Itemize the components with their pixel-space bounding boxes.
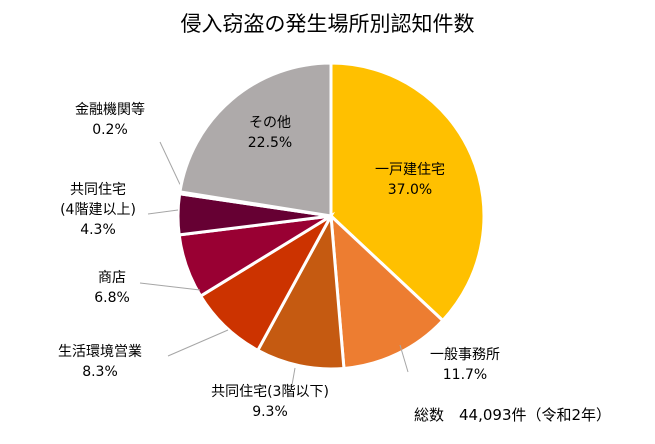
slice-name: 金融機関等 <box>75 102 145 118</box>
leader-line <box>291 367 296 386</box>
slice-name: その他 <box>248 115 291 131</box>
pie-slice <box>329 212 445 371</box>
slice-percent: 8.3% <box>82 364 118 380</box>
slice-percent: 22.5% <box>247 135 293 151</box>
leader-line <box>399 344 409 373</box>
data-label: 共同住宅 (4階建以上) 4.3% <box>60 180 136 240</box>
leader-line <box>147 209 179 215</box>
pie-slice <box>255 210 346 371</box>
data-label: 金融機関等 0.2% <box>75 100 145 140</box>
leader-line <box>167 329 229 357</box>
chart-title: 侵入窃盗の発生場所別認知件数 <box>180 12 475 36</box>
data-label: 共同住宅(3階以下) 9.3% <box>211 382 329 422</box>
slice-percent: 6.8% <box>94 290 130 306</box>
slice-percent: 0.2% <box>92 122 128 138</box>
leader-line <box>139 282 201 291</box>
data-label: 生活環境営業 8.3% <box>58 342 142 382</box>
data-label: 一戸建住宅 37.0% <box>375 160 445 200</box>
slice-percent: 11.7% <box>442 367 488 383</box>
data-label: 一般事務所 11.7% <box>430 345 500 385</box>
slice-name: 生活環境営業 <box>58 344 142 360</box>
slice-percent: 4.3% <box>80 222 116 238</box>
slice-percent: 9.3% <box>252 404 288 420</box>
data-label: 商店 6.8% <box>94 268 130 308</box>
slice-percent: 37.0% <box>387 182 433 198</box>
pie-slice <box>178 61 333 218</box>
slice-name: 共同住宅 (4階建以上) <box>60 182 136 218</box>
total-count: 総数 44,093件（令和2年） <box>414 406 612 424</box>
slice-name: 一戸建住宅 <box>375 162 445 178</box>
slice-name: 商店 <box>97 270 126 286</box>
slice-name: 一般事務所 <box>430 347 500 363</box>
slice-name: 共同住宅(3階以下) <box>211 384 329 400</box>
data-label: その他 22.5% <box>248 113 292 153</box>
pie-slice <box>329 61 486 323</box>
